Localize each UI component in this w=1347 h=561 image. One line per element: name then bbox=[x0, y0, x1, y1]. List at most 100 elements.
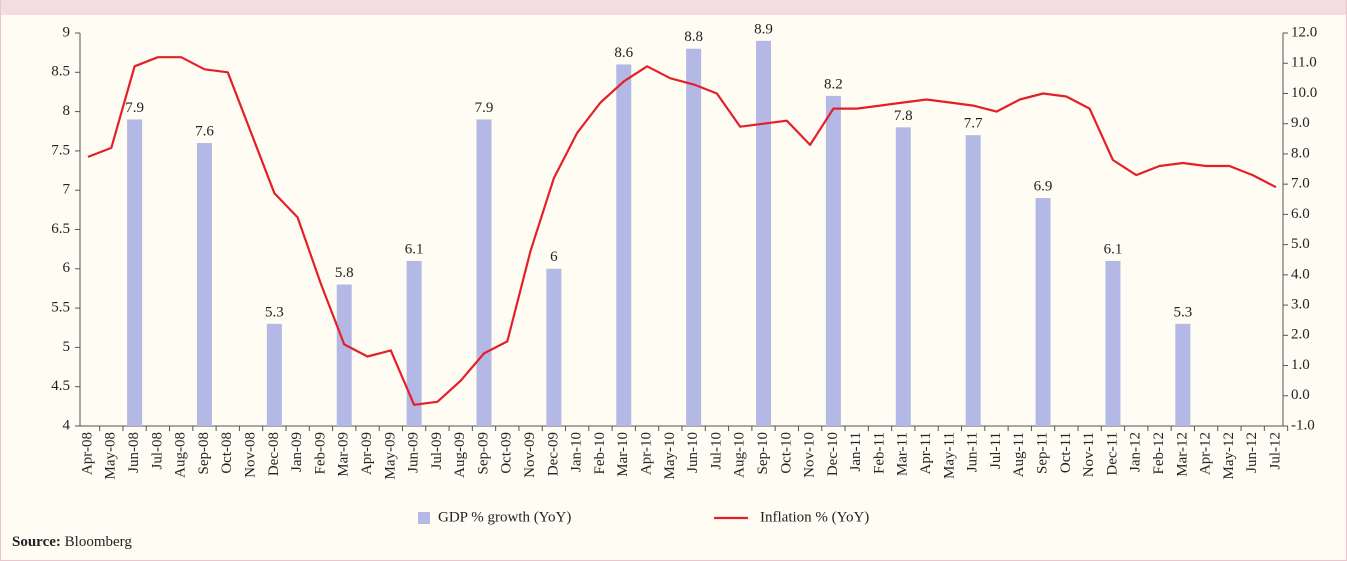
bar bbox=[825, 95, 841, 426]
y2-tick-label: 8.0 bbox=[1291, 145, 1310, 161]
data-label: 7.6 bbox=[195, 123, 214, 139]
x-tick-label: Feb-09 bbox=[312, 432, 328, 475]
x-tick-label: Jan-11 bbox=[848, 432, 864, 471]
x-tick-label: Jul-11 bbox=[988, 432, 1004, 469]
y-tick-label: 7.5 bbox=[51, 142, 70, 158]
x-tick-label: Feb-12 bbox=[1151, 432, 1167, 475]
y-tick-label: 5 bbox=[63, 339, 71, 355]
x-tick-label: May-12 bbox=[1221, 432, 1237, 480]
x-tick-label: Sep-11 bbox=[1034, 432, 1050, 474]
y2-tick-label: 9.0 bbox=[1291, 115, 1310, 131]
data-label: 8.2 bbox=[824, 76, 843, 92]
x-tick-label: Nov-08 bbox=[242, 432, 258, 478]
x-tick-label: Feb-10 bbox=[592, 432, 608, 475]
y-tick-label: 5.5 bbox=[51, 300, 70, 316]
x-tick-label: Jul-09 bbox=[429, 432, 445, 470]
x-tick-label: Jan-09 bbox=[289, 432, 305, 472]
y2-tick-label: 12.0 bbox=[1291, 24, 1317, 40]
y2-tick-label: 3.0 bbox=[1291, 297, 1310, 313]
x-tick-label: Nov-09 bbox=[522, 432, 538, 478]
x-tick-label: Dec-10 bbox=[825, 432, 841, 476]
x-tick-label: Dec-09 bbox=[545, 432, 561, 476]
x-tick-label: Nov-11 bbox=[1081, 432, 1097, 477]
data-label: 6 bbox=[550, 249, 558, 265]
data-label: 6.1 bbox=[1104, 241, 1123, 257]
bar bbox=[546, 268, 562, 426]
x-tick-label: Apr-11 bbox=[918, 432, 934, 474]
x-tick-label: Apr-10 bbox=[638, 432, 654, 475]
x-tick-label: Oct-09 bbox=[499, 432, 515, 474]
x-tick-label: Sep-08 bbox=[196, 432, 212, 475]
x-tick-label: Apr-09 bbox=[359, 432, 375, 475]
x-tick-label: May-11 bbox=[941, 432, 957, 479]
x-tick-label: May-08 bbox=[103, 432, 119, 480]
bar bbox=[756, 40, 772, 427]
y-tick-label: 9 bbox=[63, 24, 71, 40]
data-label: 5.3 bbox=[265, 304, 284, 320]
y2-tick-label: 6.0 bbox=[1291, 206, 1310, 222]
source-text: Bloomberg bbox=[65, 534, 133, 550]
data-label: 7.8 bbox=[894, 108, 913, 124]
bar bbox=[406, 260, 422, 426]
x-tick-label: Jan-12 bbox=[1128, 432, 1144, 472]
bar bbox=[1175, 323, 1191, 426]
y-tick-label: 8.5 bbox=[51, 64, 70, 80]
bar bbox=[127, 119, 143, 427]
data-label: 5.3 bbox=[1173, 304, 1192, 320]
data-label: 6.1 bbox=[405, 241, 424, 257]
y2-tick-label: -1.0 bbox=[1291, 417, 1315, 433]
y2-tick-label: 5.0 bbox=[1291, 236, 1310, 252]
data-label: 8.6 bbox=[614, 45, 633, 61]
legend-swatch bbox=[418, 512, 430, 524]
data-label: 6.9 bbox=[1034, 178, 1053, 194]
x-tick-label: Jul-10 bbox=[708, 432, 724, 470]
x-tick-label: Oct-11 bbox=[1058, 432, 1074, 473]
bar bbox=[476, 119, 492, 427]
line bbox=[87, 56, 1277, 406]
x-tick-label: Dec-08 bbox=[266, 432, 282, 476]
y-tick-label: 6.5 bbox=[51, 221, 70, 237]
bar bbox=[336, 284, 352, 426]
y2-tick-label: 11.0 bbox=[1291, 55, 1317, 71]
x-tick-label: Jan-10 bbox=[569, 432, 585, 472]
y2-tick-label: 2.0 bbox=[1291, 327, 1310, 343]
x-tick-label: Jul-08 bbox=[149, 432, 165, 470]
y2-tick-label: 1.0 bbox=[1291, 357, 1310, 373]
x-tick-label: Feb-11 bbox=[871, 432, 887, 474]
bar bbox=[1105, 260, 1121, 426]
bar bbox=[616, 64, 632, 426]
y-tick-label: 7 bbox=[63, 182, 71, 198]
bar bbox=[686, 48, 702, 426]
x-tick-label: May-09 bbox=[382, 432, 398, 480]
x-tick-label: Oct-08 bbox=[219, 432, 235, 474]
y-tick-label: 8 bbox=[63, 103, 71, 119]
data-label: 7.7 bbox=[964, 116, 983, 132]
x-tick-label: Dec-11 bbox=[1104, 432, 1120, 476]
x-tick-label: Sep-09 bbox=[475, 432, 491, 475]
bar bbox=[1035, 198, 1051, 426]
data-label: 5.8 bbox=[335, 265, 354, 281]
bar bbox=[895, 127, 911, 426]
y-tick-label: 4.5 bbox=[51, 378, 70, 394]
x-tick-label: Mar-11 bbox=[895, 432, 911, 476]
y-tick-label: 4 bbox=[63, 417, 71, 433]
y-tick-label: 6 bbox=[63, 260, 71, 276]
x-tick-label: May-10 bbox=[662, 432, 678, 480]
x-tick-label: Apr-08 bbox=[79, 432, 95, 475]
x-tick-label: Jun-09 bbox=[406, 432, 422, 473]
data-label: 7.9 bbox=[475, 100, 494, 116]
y2-tick-label: 4.0 bbox=[1291, 266, 1310, 282]
x-tick-label: Aug-09 bbox=[452, 432, 468, 478]
title-band bbox=[1, 0, 1346, 15]
data-label: 7.9 bbox=[125, 100, 144, 116]
x-tick-label: Aug-08 bbox=[173, 432, 189, 478]
x-tick-label: Mar-10 bbox=[615, 432, 631, 477]
x-tick-label: Mar-09 bbox=[336, 432, 352, 477]
data-label: 8.8 bbox=[684, 29, 703, 45]
source: Source: Bloomberg bbox=[12, 534, 132, 550]
x-tick-label: Oct-10 bbox=[778, 432, 794, 474]
x-tick-label: Sep-10 bbox=[755, 432, 771, 475]
x-tick-label: Jun-12 bbox=[1244, 432, 1260, 473]
